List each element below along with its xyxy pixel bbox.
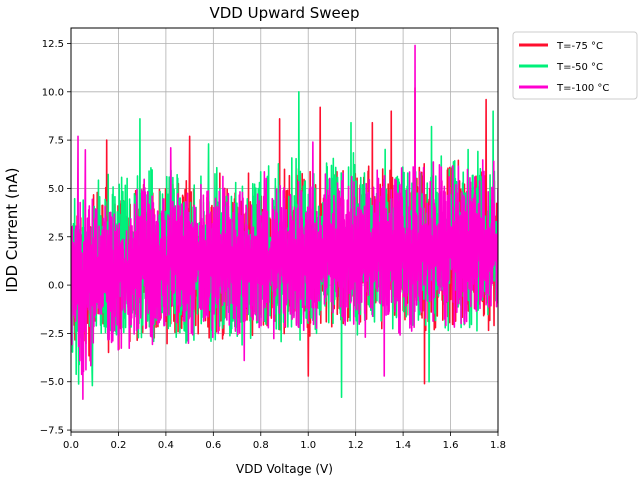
series-line-2 bbox=[71, 44, 498, 400]
y-tick-label: 5.0 bbox=[48, 184, 64, 195]
legend: T=-75 °C T=-50 °C T=-100 °C bbox=[512, 31, 638, 100]
x-tick-label: 0.4 bbox=[158, 440, 174, 451]
x-tick-label: 0.0 bbox=[63, 440, 79, 451]
y-tick-label: −7.5 bbox=[40, 426, 64, 437]
y-tick-label: 7.5 bbox=[48, 136, 64, 147]
legend-label-t-100: T=-100 °C bbox=[556, 83, 609, 94]
y-tick-label: 10.0 bbox=[42, 87, 64, 98]
plot-frame bbox=[70, 27, 499, 433]
chart-title: VDD Upward Sweep bbox=[209, 4, 359, 22]
legend-label-t-50: T=-50 °C bbox=[556, 62, 603, 73]
y-tick-label: 2.5 bbox=[48, 232, 64, 243]
x-tick-label: 1.4 bbox=[395, 440, 411, 451]
plot-area bbox=[71, 44, 498, 400]
y-tick-label: 12.5 bbox=[42, 39, 64, 50]
x-tick-label: 0.6 bbox=[205, 440, 221, 451]
x-tick-label: 1.8 bbox=[490, 440, 506, 451]
x-axis-ticks: 0.0 0.2 0.4 0.6 0.8 1.0 1.2 1.4 1.6 1.8 bbox=[63, 432, 506, 451]
legend-label-t-75: T=-75 °C bbox=[556, 41, 603, 52]
y-tick-label: −5.0 bbox=[40, 377, 64, 388]
y-axis-ticks: −7.5 −5.0 −2.5 0.0 2.5 5.0 7.5 10.0 12.5 bbox=[40, 39, 71, 437]
legend-box bbox=[512, 31, 638, 100]
x-tick-label: 0.8 bbox=[253, 440, 269, 451]
x-tick-label: 1.6 bbox=[443, 440, 459, 451]
y-tick-label: 0.0 bbox=[48, 281, 64, 292]
y-tick-label: −2.5 bbox=[40, 329, 64, 340]
x-tick-label: 1.2 bbox=[348, 440, 364, 451]
x-tick-label: 0.2 bbox=[110, 440, 126, 451]
x-axis-title: VDD Voltage (V) bbox=[236, 462, 333, 476]
x-tick-label: 1.0 bbox=[300, 440, 316, 451]
series-layer bbox=[71, 44, 498, 400]
y-axis-title: IDD Current (nA) bbox=[3, 168, 21, 293]
